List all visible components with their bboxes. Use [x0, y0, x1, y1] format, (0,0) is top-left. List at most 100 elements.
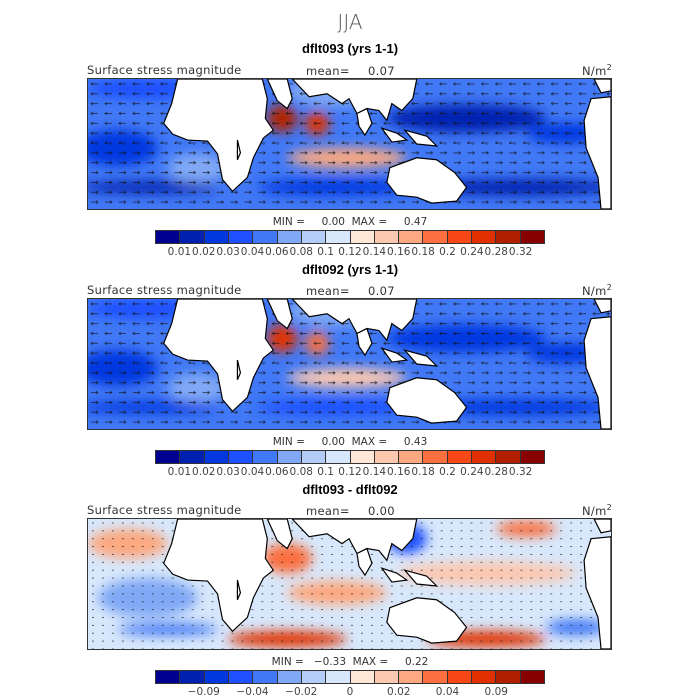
colorbar-tick-label: 0.04 — [435, 686, 460, 698]
units-text: N/m — [582, 283, 607, 298]
colorbar-swatch — [496, 451, 521, 463]
colorbar-swatch — [399, 451, 424, 463]
panel-1-mean-label: mean= — [306, 64, 350, 78]
colorbar-tick-label: 0.28 — [484, 246, 508, 258]
colorbar-swatch — [301, 671, 327, 683]
colorbar-tick-label: 0.14 — [362, 466, 387, 478]
panel-3-colorbar-ticks: −0.09 −0.04 −0.02 0 0.02 0.04 0.09 — [155, 686, 545, 700]
panel-3-mean: 0.00 — [368, 504, 395, 518]
colorbar-swatch — [180, 671, 205, 683]
panel-1-map — [87, 78, 612, 210]
panel-1-title: dflt093 (yrs 1-1) — [301, 41, 399, 56]
colorbar-swatch — [447, 231, 473, 243]
colorbar-tick-label: 0.03 — [216, 246, 240, 258]
colorbar-swatch — [326, 231, 351, 243]
units-sup: 2 — [606, 503, 612, 512]
colorbar-tick-label: 0.18 — [411, 246, 435, 258]
units-sup: 2 — [606, 283, 612, 292]
panel-3-map — [87, 518, 612, 650]
colorbar-tick-label: 0.18 — [411, 466, 435, 478]
colorbar-tick-label: 0.02 — [192, 466, 216, 478]
colorbar-tick-label: 0.32 — [508, 246, 533, 258]
colorbar-tick-label: −0.02 — [285, 686, 318, 698]
colorbar-swatch — [472, 451, 497, 463]
units-text: N/m — [582, 503, 607, 518]
colorbar-swatch — [204, 231, 229, 243]
panel-3-mean-label: mean= — [306, 504, 350, 518]
colorbar-tick-label: 0.24 — [460, 466, 484, 478]
panel-2-colorbar-ticks: 0.01 0.02 0.03 0.04 0.06 0.08 0.1 0.12 0.14 0.16 0… — [155, 466, 545, 480]
units-text: N/m — [582, 63, 607, 78]
colorbar-swatch — [496, 671, 521, 683]
colorbar-swatch — [156, 671, 181, 683]
colorbar-swatch — [374, 671, 400, 683]
colorbar-swatch — [350, 231, 375, 243]
colorbar-swatch — [472, 671, 497, 683]
panel-2-mean-label: mean= — [306, 284, 350, 298]
units-sup: 2 — [606, 63, 612, 72]
colorbar-swatch — [520, 231, 544, 243]
panel-2-title: dflt092 (yrs 1-1) — [301, 262, 399, 277]
colorbar-tick-label: 0.04 — [240, 466, 265, 478]
panel-2-units: N/m2 — [582, 283, 612, 298]
colorbar-tick-label: 0.12 — [338, 466, 362, 478]
colorbar-tick-label: 0.06 — [265, 246, 289, 258]
colorbar-tick-label: −0.04 — [236, 686, 269, 698]
colorbar-tick-label: 0.16 — [387, 246, 411, 258]
colorbar-swatch — [301, 451, 327, 463]
panel-2-variable: Surface stress magnitude — [87, 283, 242, 297]
colorbar-tick-label: 0.2 — [439, 246, 456, 258]
colorbar-swatch — [277, 231, 302, 243]
panel-2-mean: 0.07 — [368, 284, 395, 298]
colorbar-swatch — [156, 231, 181, 243]
panel-3-title: dflt093 - dflt092 — [302, 482, 398, 497]
colorbar-tick-label: 0.1 — [317, 466, 334, 478]
colorbar-swatch — [180, 451, 205, 463]
colorbar-swatch — [350, 451, 375, 463]
colorbar-tick-label: 0.03 — [216, 466, 240, 478]
figure-title: JJA — [337, 10, 363, 34]
colorbar-tick-label: 0.16 — [387, 466, 411, 478]
colorbar-swatch — [447, 451, 473, 463]
colorbar-swatch — [277, 671, 302, 683]
colorbar-swatch — [326, 671, 351, 683]
panel-1-colorbar — [155, 230, 545, 244]
colorbar-tick-label: 0 — [346, 686, 354, 698]
colorbar-swatch — [472, 231, 497, 243]
colorbar-swatch — [496, 231, 521, 243]
colorbar-swatch — [180, 231, 205, 243]
panel-2-minmax: MIN = 0.00 MAX = 0.43 — [272, 436, 428, 448]
colorbar-tick-label: 0.02 — [192, 246, 216, 258]
panel-3-colorbar — [155, 670, 545, 684]
colorbar-tick-label: 0.06 — [265, 466, 289, 478]
colorbar-tick-label: 0.28 — [484, 466, 508, 478]
colorbar-tick-label: −0.09 — [187, 686, 220, 698]
panel-1-units: N/m2 — [582, 63, 612, 78]
colorbar-tick-label: 0.24 — [460, 246, 484, 258]
colorbar-swatch — [374, 451, 400, 463]
panel-2-map — [87, 298, 612, 430]
colorbar-tick-label: 0.12 — [338, 246, 362, 258]
colorbar-swatch — [374, 231, 400, 243]
colorbar-tick-label: 0.1 — [317, 246, 334, 258]
colorbar-swatch — [520, 451, 544, 463]
colorbar-tick-label: 0.32 — [508, 466, 533, 478]
colorbar-swatch — [253, 671, 278, 683]
panel-1-variable: Surface stress magnitude — [87, 63, 242, 77]
colorbar-tick-label: 0.02 — [387, 686, 411, 698]
panel-1-colorbar-ticks: 0.01 0.02 0.03 0.04 0.06 0.08 0.1 0.12 0.14 0.16 0… — [155, 246, 545, 260]
panel-1-minmax: MIN = 0.00 MAX = 0.47 — [272, 216, 428, 228]
colorbar-tick-label: 0.04 — [240, 246, 265, 258]
colorbar-tick-label: 0.01 — [167, 466, 192, 478]
colorbar-swatch — [156, 451, 181, 463]
colorbar-swatch — [326, 451, 351, 463]
colorbar-swatch — [253, 451, 278, 463]
colorbar-swatch — [228, 671, 254, 683]
colorbar-swatch — [423, 671, 448, 683]
colorbar-swatch — [399, 231, 424, 243]
colorbar-swatch — [423, 231, 448, 243]
colorbar-swatch — [520, 671, 544, 683]
colorbar-swatch — [447, 671, 473, 683]
panel-3-variable: Surface stress magnitude — [87, 503, 242, 517]
colorbar-swatch — [228, 231, 254, 243]
